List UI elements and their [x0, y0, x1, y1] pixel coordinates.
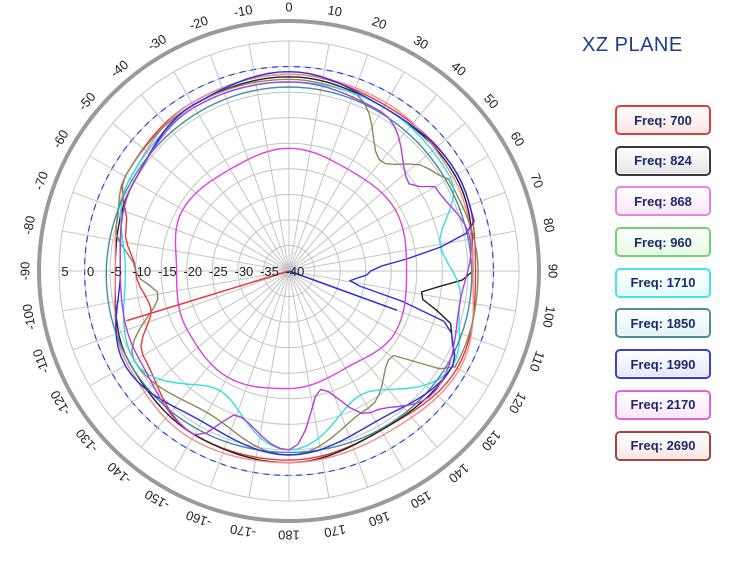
legend-button-8[interactable]: Freq: 2690 [615, 430, 711, 461]
legend-button-2[interactable]: Freq: 868 [615, 186, 711, 217]
angle-label: 40 [448, 58, 469, 79]
angle-label: 160 [367, 508, 393, 530]
grid-spoke [209, 270, 290, 488]
radial-label: 5 [61, 264, 68, 279]
grid-spoke [62, 270, 290, 312]
angle-label: 170 [323, 522, 347, 541]
angle-label: -170 [229, 521, 257, 540]
angle-label: -40 [107, 57, 131, 81]
angle-label: 60 [508, 129, 528, 149]
plane-title: XZ PLANE [582, 34, 683, 56]
radial-label: -15 [158, 264, 177, 279]
radial-label: 0 [87, 264, 94, 279]
legend-button-1[interactable]: Freq: 824 [615, 145, 711, 176]
grid-spoke [288, 230, 516, 272]
angle-label: 30 [411, 32, 431, 52]
angle-label: -90 [17, 262, 32, 281]
grid-spoke [72, 270, 290, 351]
angle-label: 120 [506, 390, 530, 416]
legend-button-3[interactable]: Freq: 960 [615, 227, 711, 258]
radial-label: -5 [110, 264, 122, 279]
grid-spoke [288, 270, 405, 471]
angle-label: 20 [370, 13, 389, 32]
angle-label: -80 [20, 215, 38, 236]
legend-button-6[interactable]: Freq: 1990 [615, 349, 711, 380]
radial-label: -20 [183, 264, 202, 279]
angle-label: 150 [408, 488, 434, 512]
legend: Freq: 700 Freq: 824 Freq: 868 Freq: 960 Freq… [615, 105, 711, 471]
angle-label: -50 [75, 89, 99, 113]
legend-button-5[interactable]: Freq: 1850 [615, 308, 711, 339]
radial-label: -10 [132, 264, 151, 279]
grid-spoke [89, 155, 290, 272]
angle-label: -100 [19, 303, 38, 331]
grid-spoke [112, 270, 290, 420]
angle-label: -110 [30, 347, 53, 376]
grid-spoke [173, 270, 290, 471]
radial-label: -35 [260, 264, 279, 279]
series-line-8 [174, 147, 408, 390]
grid-spoke [288, 122, 466, 272]
angle-label: 100 [540, 305, 559, 329]
angle-label: -160 [184, 508, 214, 531]
angle-label: 0 [285, 0, 292, 14]
grid-spoke [112, 122, 290, 272]
angle-label: -30 [145, 31, 169, 53]
grid-spoke [89, 270, 290, 387]
grid-spoke [288, 270, 369, 488]
angle-label: 70 [528, 171, 547, 190]
angle-label: 80 [540, 217, 557, 234]
series-line-5 [105, 86, 473, 454]
angle-label: -60 [49, 127, 71, 151]
angle-label: 10 [326, 2, 343, 19]
grid-spoke [288, 44, 330, 272]
legend-button-0[interactable]: Freq: 700 [615, 105, 711, 135]
legend-button-7[interactable]: Freq: 2170 [615, 389, 711, 420]
radial-label: -25 [209, 264, 228, 279]
series-line-7 [119, 81, 472, 451]
pointer-line [126, 270, 290, 322]
angle-label: -20 [187, 13, 210, 34]
pointer-line-blue [288, 270, 398, 312]
angle-label: -10 [233, 2, 254, 20]
polar-chart: 0 102030405060708090100110120130140150160… [17, 0, 561, 543]
radial-label: -40 [286, 264, 305, 279]
angle-label: -70 [31, 169, 52, 192]
grid-spoke [288, 270, 516, 312]
legend-button-4[interactable]: Freq: 1710 [615, 267, 711, 298]
grid-spoke [72, 191, 290, 272]
outer-ring [37, 19, 541, 523]
polar-grid [37, 19, 541, 523]
series-layer [105, 70, 479, 464]
angle-label: 50 [481, 91, 502, 112]
radial-label: -30 [234, 264, 253, 279]
angle-label: 180 [278, 528, 300, 543]
angle-label: 110 [527, 349, 548, 374]
angle-label: 90 [546, 264, 561, 278]
